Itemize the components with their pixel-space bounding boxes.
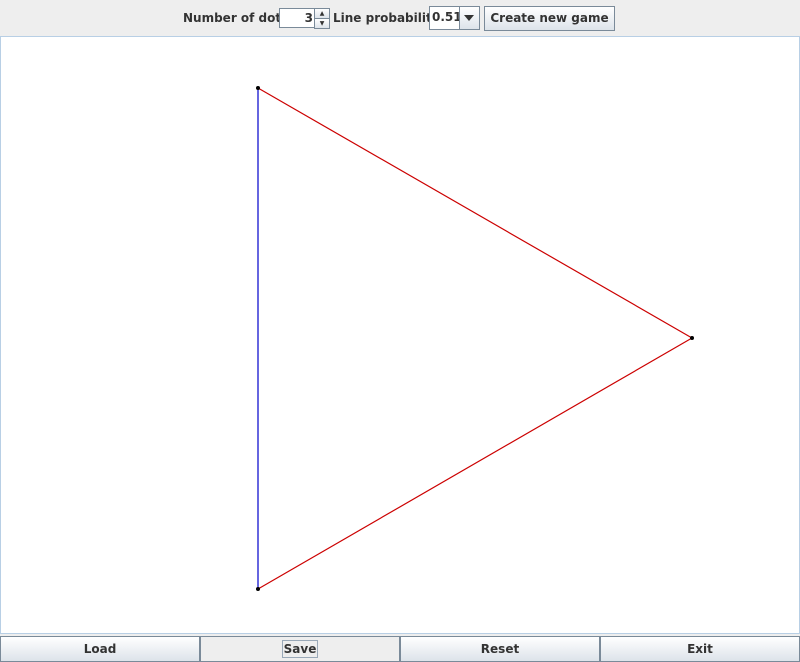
dots-label: Number of dots:: [183, 11, 294, 25]
create-new-game-button[interactable]: Create new game: [484, 6, 615, 31]
bottom-bar: Load Save Reset Exit: [0, 636, 800, 662]
dots-spinner[interactable]: 3 ▲ ▼: [279, 8, 330, 29]
probability-combo[interactable]: 0.51: [429, 6, 480, 30]
line-B-C: [257, 337, 693, 590]
line-A-B: [257, 87, 693, 339]
exit-button[interactable]: Exit: [600, 636, 800, 662]
dot-C[interactable]: [256, 587, 260, 591]
toolbar: Number of dots: 3 ▲ ▼ Line probability: …: [0, 0, 800, 36]
chevron-down-icon[interactable]: [459, 7, 479, 29]
spinner-down-icon[interactable]: ▼: [314, 18, 330, 29]
dots-count-input[interactable]: 3: [279, 8, 316, 28]
dot-B[interactable]: [690, 336, 694, 340]
game-board[interactable]: [0, 36, 800, 634]
load-button[interactable]: Load: [0, 636, 200, 662]
probability-label: Line probability:: [333, 11, 445, 25]
save-button[interactable]: Save: [200, 636, 400, 662]
save-label: Save: [281, 640, 319, 658]
reset-button[interactable]: Reset: [400, 636, 600, 662]
board-drawing: [256, 86, 694, 591]
probability-value: 0.51: [432, 10, 462, 24]
dot-A[interactable]: [256, 86, 260, 90]
